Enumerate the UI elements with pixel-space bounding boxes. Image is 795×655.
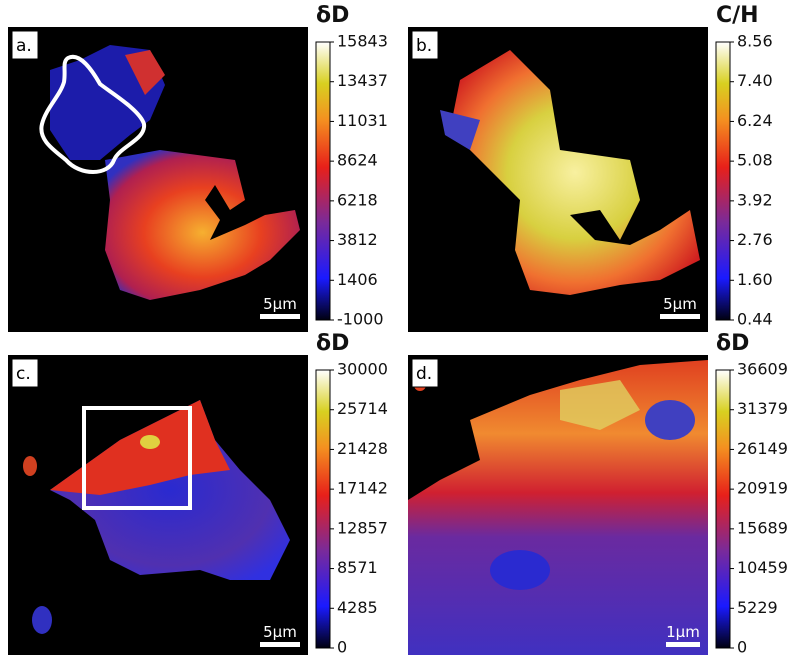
colorbar-tick-label: 30000 — [337, 360, 388, 379]
colorbar — [715, 369, 731, 649]
colorbar-tick-label: 1406 — [337, 270, 378, 289]
colorbar-tick-label: 15689 — [737, 518, 788, 537]
colorbar-tick-label: 0.44 — [737, 310, 773, 329]
colorbar-tick-label: 1.60 — [737, 270, 773, 289]
colorbar-tick-label: 8571 — [337, 558, 378, 577]
colorbar-tick-label: 3.92 — [737, 190, 773, 209]
colorbar-tick-label: 4285 — [337, 598, 378, 617]
colorbar — [315, 369, 331, 649]
colorbar-tick-label: 8624 — [337, 151, 378, 170]
panel-label-box — [11, 30, 39, 60]
scale-bar — [260, 314, 300, 319]
colorbar-tick-label: 20919 — [737, 479, 788, 498]
colorbar-title: C/H — [716, 3, 759, 28]
colorbar-tick-label: 36609 — [737, 360, 788, 379]
panel-label-box — [411, 358, 439, 388]
colorbar-tick-label: 0 — [337, 638, 347, 655]
scale-bar — [260, 642, 300, 647]
colorbar-title: δD — [716, 331, 749, 356]
colorbar-tick-label: 31379 — [737, 399, 788, 418]
colorbar-tick-label: 10459 — [737, 558, 788, 577]
scale-bar-label: 5μm — [263, 295, 297, 313]
panel-label: d. — [416, 364, 432, 384]
colorbar-tick-label: 5229 — [737, 598, 778, 617]
colorbar-title: δD — [316, 331, 349, 356]
colorbar — [715, 41, 731, 321]
colorbar-tick-label: 3812 — [337, 230, 378, 249]
panel-label-box — [11, 358, 39, 388]
colorbar-tick-label: 13437 — [337, 71, 388, 90]
panel-label: b. — [416, 36, 432, 56]
colorbar-tick-label: 25714 — [337, 399, 388, 418]
scale-bar-label: 5μm — [263, 623, 297, 641]
colorbar-title: δD — [316, 3, 349, 28]
colorbar-tick-label: 5.08 — [737, 151, 773, 170]
panel-label-box — [411, 30, 439, 60]
colorbar-tick-label: 26149 — [737, 439, 788, 458]
map-d — [408, 360, 708, 655]
map-c — [23, 400, 290, 634]
scale-bar-label: 5μm — [663, 295, 697, 313]
colorbar-tick-label: 8.56 — [737, 32, 773, 51]
colorbar-tick-label: 7.40 — [737, 71, 773, 90]
colorbar-tick-label: 0 — [737, 638, 747, 655]
colorbar-tick-label: 21428 — [337, 439, 388, 458]
scale-bar — [666, 642, 700, 647]
scale-bar — [660, 314, 700, 319]
colorbar-tick-label: 11031 — [337, 111, 388, 130]
map-b — [440, 50, 700, 295]
panel-label: a. — [16, 36, 32, 56]
colorbar-tick-label: -1000 — [337, 310, 384, 329]
panel-label: c. — [16, 364, 31, 384]
colorbar-tick-label: 12857 — [337, 518, 388, 537]
colorbar — [315, 41, 331, 321]
colorbar-tick-label: 15843 — [337, 32, 388, 51]
colorbar-tick-label: 6218 — [337, 190, 378, 209]
map-a — [39, 45, 300, 300]
scale-bar-label: 1μm — [666, 623, 700, 641]
colorbar-tick-label: 6.24 — [737, 111, 773, 130]
colorbar-tick-label: 17142 — [337, 479, 388, 498]
colorbar-tick-label: 2.76 — [737, 230, 773, 249]
